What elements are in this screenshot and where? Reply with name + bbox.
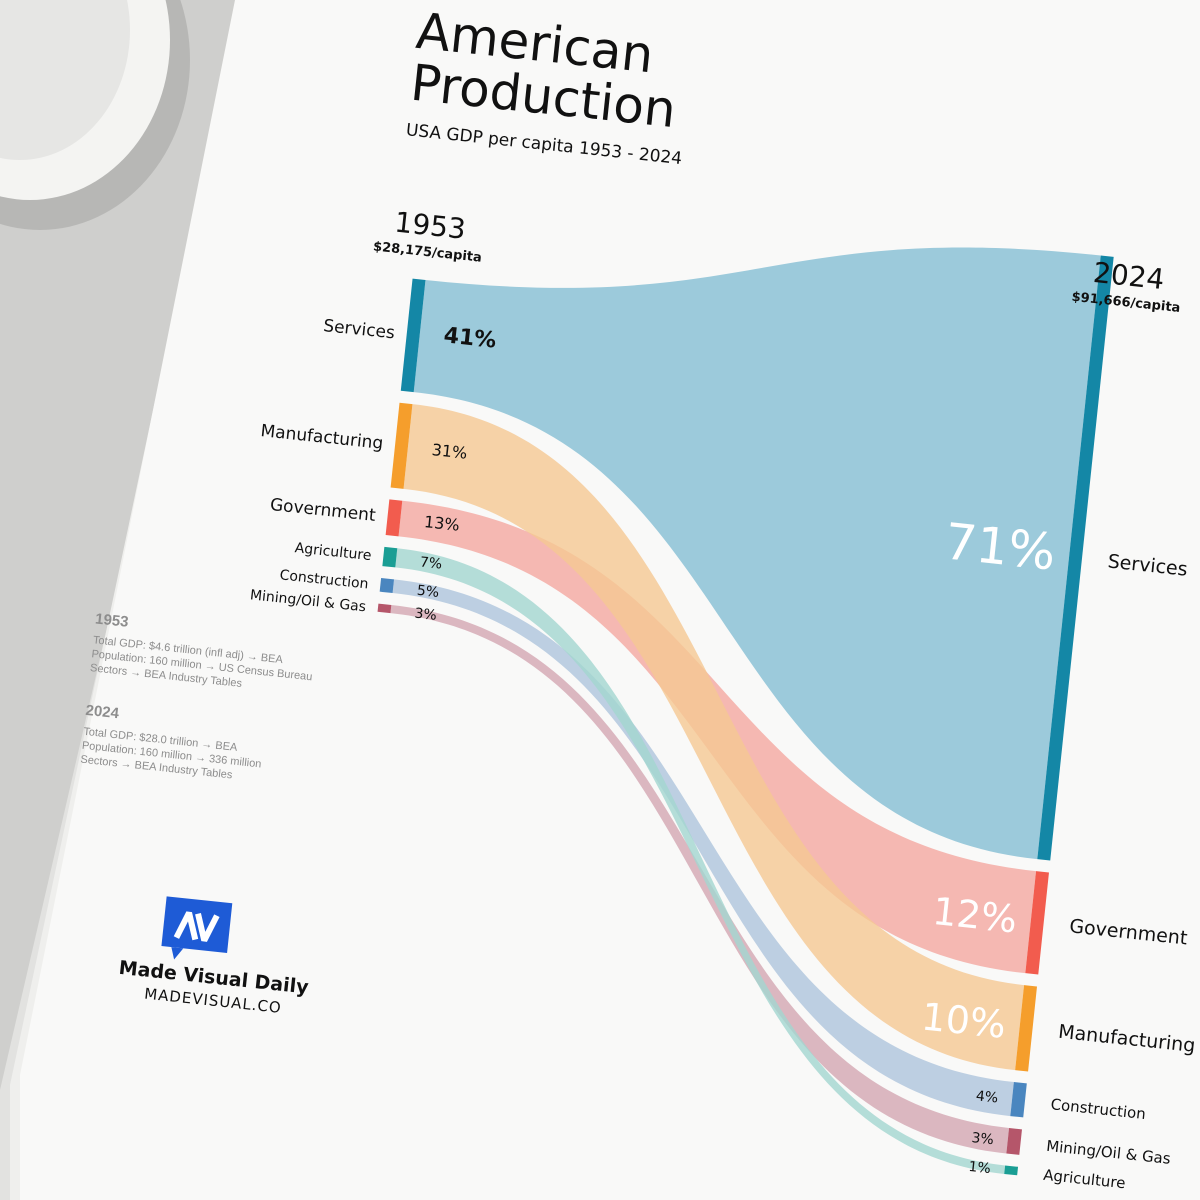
left-node-construction <box>379 577 395 594</box>
sankey-flows <box>390 247 1101 1174</box>
page-content: Services 41%Manufacturing 31%Government 13%… <box>80 2 1197 1192</box>
left-node-mining-oil-gas <box>377 603 392 614</box>
right-percent-label: 71% <box>942 512 1059 581</box>
left-percent-label: 13% <box>423 512 460 535</box>
right-node-government <box>1025 871 1049 975</box>
left-node-services <box>400 278 426 393</box>
left-percent-label: 41% <box>442 323 497 353</box>
left-percent-label: 5% <box>416 583 440 601</box>
right-percent-label: 10% <box>919 994 1008 1047</box>
right-node-services <box>1037 255 1114 861</box>
right-percent-label: 1% <box>968 1159 992 1177</box>
right-percent-label: 4% <box>975 1088 999 1106</box>
source-year: 2024 <box>85 702 121 722</box>
right-node-mining-oil-gas <box>1006 1127 1022 1155</box>
flow-construction <box>392 579 1014 1117</box>
flow-agriculture <box>395 548 1006 1174</box>
right-percent-label: 3% <box>971 1130 995 1148</box>
left-node-government <box>385 499 403 537</box>
left-node-manufacturing <box>390 402 413 489</box>
right-node-manufacturing <box>1015 985 1037 1072</box>
right-percent-label: 12% <box>931 889 1020 942</box>
left-node-agriculture <box>382 546 398 568</box>
left-year: 1953 <box>393 206 467 246</box>
sankey-nodes <box>377 255 1114 1176</box>
right-year: 2024 <box>1092 256 1166 296</box>
flow-mining-oil-gas <box>390 604 1010 1154</box>
coffee-mug <box>0 0 190 230</box>
left-percent-label: 3% <box>414 606 438 624</box>
flow-services <box>413 247 1101 860</box>
brand-logo-icon <box>161 896 233 960</box>
left-percent-label: 31% <box>431 440 468 463</box>
right-node-agriculture <box>1004 1165 1019 1176</box>
flow-manufacturing <box>403 404 1025 1071</box>
right-node-construction <box>1010 1082 1027 1118</box>
source-year: 1953 <box>94 610 129 630</box>
left-percent-label: 7% <box>419 554 443 572</box>
